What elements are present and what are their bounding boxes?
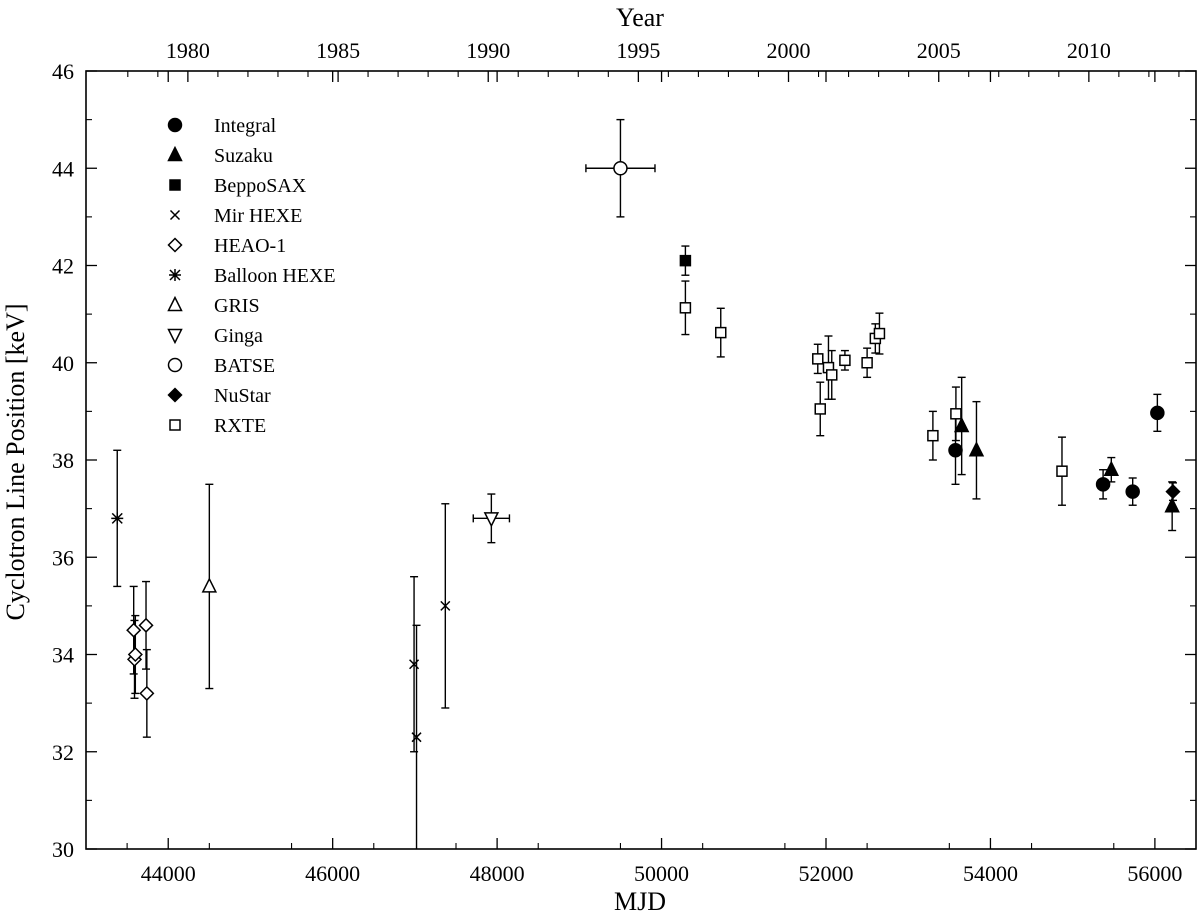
integral-data-point xyxy=(1125,484,1140,499)
legend-label-batse: BATSE xyxy=(214,355,275,377)
y-tick-label: 44 xyxy=(52,156,74,181)
year-tick-label: 1990 xyxy=(466,38,510,63)
y-tick-label: 46 xyxy=(52,59,74,84)
legend-label-suzaku: Suzaku xyxy=(214,145,273,167)
legend-marker-nustar xyxy=(167,387,183,403)
year-tick-label: 2005 xyxy=(917,38,961,63)
legend-marker-rxte xyxy=(169,419,181,431)
year-tick-label: 1995 xyxy=(616,38,660,63)
x-tick-label: 48000 xyxy=(470,861,525,886)
year-tick-label: 1985 xyxy=(316,38,360,63)
legend-marker-integral xyxy=(167,117,183,133)
legend-label-ginga: Ginga xyxy=(214,325,263,347)
rxte-data-point xyxy=(814,403,826,415)
year-tick-label: 2010 xyxy=(1067,38,1111,63)
legend: Integral Suzaku BeppoSAX Mir HEXE HEAO-1 Ball… xyxy=(167,115,336,437)
legend-label-integral: Integral xyxy=(214,115,277,137)
x-tick-label: 46000 xyxy=(305,861,360,886)
rxte-data-point xyxy=(950,408,962,420)
legend-label-balloon-hexe: Balloon HEXE xyxy=(214,265,336,287)
y-tick-label: 38 xyxy=(52,448,74,473)
mir-hexe-data-point xyxy=(409,659,420,670)
y-tick-label: 36 xyxy=(52,545,74,570)
x-tick-label: 50000 xyxy=(634,861,689,886)
suzaku-data-point xyxy=(968,441,985,457)
y-tick-label: 30 xyxy=(52,837,74,862)
legend-marker-ginga xyxy=(167,328,183,345)
legend-marker-mir-hexe xyxy=(169,209,181,221)
y-tick-label: 34 xyxy=(52,643,74,668)
rxte-data-point xyxy=(826,369,838,381)
rxte-data-point xyxy=(927,429,939,442)
legend-label-mir-hexe: Mir HEXE xyxy=(214,205,302,227)
axes: 44000 46000 48000 50000 52000 54000 56000 30 32 3… xyxy=(52,38,1197,886)
legend-label-heao-1: HEAO-1 xyxy=(214,235,286,257)
mir-hexe-data-point xyxy=(411,732,422,743)
x-tick-label: 52000 xyxy=(799,861,854,886)
rxte-data-point xyxy=(812,353,824,365)
gris-data-point xyxy=(201,577,218,593)
y-tick-label: 40 xyxy=(52,351,74,376)
rxte-data-point xyxy=(873,327,886,340)
data-points xyxy=(111,161,1181,743)
rxte-data-point xyxy=(715,326,727,339)
legend-marker-gris xyxy=(167,295,183,312)
integral-data-point xyxy=(1150,405,1165,421)
suzaku-data-point xyxy=(953,416,970,433)
ginga-data-point xyxy=(483,512,500,528)
rxte-data-point xyxy=(839,354,851,367)
x-tick-label: 54000 xyxy=(963,861,1018,886)
heao-1-data-point xyxy=(126,622,142,638)
legend-label-rxte: RXTE xyxy=(214,415,266,437)
y-tick-label: 42 xyxy=(52,254,74,279)
legend-label-gris: GRIS xyxy=(214,295,260,317)
year-tick-label: 2000 xyxy=(767,38,811,63)
legend-label-nustar: NuStar xyxy=(214,385,271,407)
mir-hexe-data-point xyxy=(440,600,451,611)
suzaku-data-point xyxy=(1103,460,1120,476)
y-axis-title: Cyclotron Line Position [keV] xyxy=(1,303,30,620)
integral-data-point xyxy=(948,443,963,458)
heao-1-data-point xyxy=(138,617,154,633)
bepposax-data-point xyxy=(679,254,692,267)
legend-marker-batse xyxy=(167,357,183,373)
x-tick-label: 56000 xyxy=(1127,861,1182,886)
heao-1-data-point xyxy=(127,646,143,663)
y-tick-label: 32 xyxy=(52,740,74,765)
rxte-data-point xyxy=(1056,465,1068,477)
integral-data-point xyxy=(1095,477,1111,492)
heao-1-data-point xyxy=(139,685,155,701)
balloon-hexe-data-point xyxy=(111,512,124,525)
rxte-data-point xyxy=(861,357,873,369)
rxte-data-point xyxy=(679,302,692,314)
batse-data-point xyxy=(613,161,628,176)
legend-marker-bepposax xyxy=(169,179,181,191)
suzaku-data-point xyxy=(1164,497,1180,513)
error-bars xyxy=(113,118,1177,849)
x-tick-label: 44000 xyxy=(141,861,196,886)
legend-marker-heao-1 xyxy=(167,237,183,253)
x-axis-title: MJD xyxy=(614,887,666,915)
legend-label-bepposax: BeppoSAX xyxy=(214,175,307,197)
nustar-data-point xyxy=(1165,484,1181,500)
legend-marker-balloon-hexe xyxy=(169,269,181,281)
legend-marker-suzaku xyxy=(167,145,183,162)
top-axis-title: Year xyxy=(616,3,664,32)
year-tick-label: 1980 xyxy=(166,38,210,63)
